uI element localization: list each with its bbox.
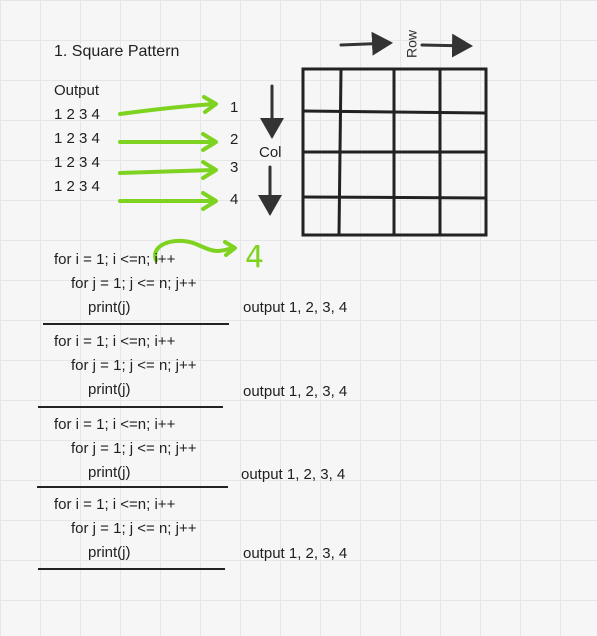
row-number-4: 4 — [230, 191, 239, 208]
divider — [38, 568, 225, 570]
output-line: 1 2 3 4 — [54, 154, 100, 171]
output-header: Output — [54, 82, 100, 99]
code-line-outer-loop: for i = 1; i <=n; i++ — [54, 416, 176, 433]
square-grid — [301, 67, 488, 237]
green-arrow-4 — [118, 191, 218, 211]
code-line-outer-loop: for i = 1; i <=n; i++ — [54, 333, 176, 350]
code-line-print: print(j) — [88, 544, 131, 561]
row-number-2: 2 — [230, 131, 239, 148]
divider — [37, 486, 228, 488]
code-line-inner-loop: for j = 1; j <= n; j++ — [71, 275, 197, 292]
code-output: output 1, 2, 3, 4 — [243, 545, 348, 562]
col-label: Col — [259, 144, 282, 161]
output-line: 1 2 3 4 — [54, 106, 100, 123]
code-line-print: print(j) — [88, 299, 131, 316]
annotation-four: 4 — [245, 240, 264, 275]
row-number-1: 1 — [230, 99, 239, 116]
divider — [38, 406, 223, 408]
code-output: output 1, 2, 3, 4 — [241, 466, 346, 483]
code-line-print: print(j) — [88, 381, 131, 398]
output-line: 1 2 3 4 — [54, 178, 100, 195]
code-line-inner-loop: for j = 1; j <= n; j++ — [71, 440, 197, 457]
row-arrow-left — [339, 31, 393, 56]
output-line: 1 2 3 4 — [54, 130, 100, 147]
green-squiggle-arrow — [153, 238, 237, 262]
code-line-outer-loop: for i = 1; i <=n; i++ — [54, 496, 176, 513]
code-line-inner-loop: for j = 1; j <= n; j++ — [71, 357, 197, 374]
code-output: output 1, 2, 3, 4 — [243, 383, 348, 400]
row-arrow-right — [420, 33, 473, 58]
green-arrow-3 — [118, 160, 218, 180]
divider — [43, 323, 229, 325]
code-line-inner-loop: for j = 1; j <= n; j++ — [71, 520, 197, 537]
green-arrow-2 — [118, 132, 218, 152]
code-output: output 1, 2, 3, 4 — [243, 299, 348, 316]
code-line-print: print(j) — [88, 464, 131, 481]
page-title: 1. Square Pattern — [54, 43, 180, 60]
row-label: Row — [404, 29, 420, 58]
code-line-outer-loop: for i = 1; i <=n; i++ — [54, 251, 176, 268]
row-number-3: 3 — [230, 159, 239, 176]
green-arrow-1 — [118, 95, 218, 116]
